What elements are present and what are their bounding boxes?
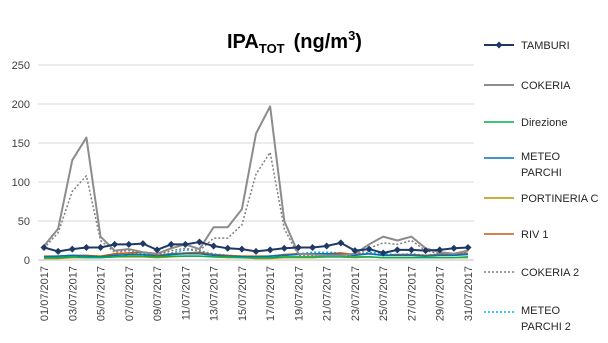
chart-title-subscript: TOT — [259, 41, 285, 56]
plot-area — [40, 105, 472, 260]
data-point — [125, 240, 133, 248]
data-point — [167, 240, 175, 248]
series-line-meteo-parchi — [43, 253, 469, 258]
data-point — [111, 240, 119, 248]
data-point — [181, 240, 189, 248]
data-point — [337, 239, 345, 247]
data-point — [224, 244, 232, 252]
x-tick-label: 13/07/2017 — [209, 266, 221, 321]
legend-label: COKERIA — [521, 80, 571, 92]
data-point — [97, 244, 105, 252]
legend-marker — [495, 41, 503, 49]
data-point — [407, 246, 415, 254]
data-point — [464, 244, 472, 252]
series-line-cokeria — [43, 105, 469, 257]
data-point — [195, 238, 203, 246]
data-point — [379, 249, 387, 257]
data-point — [422, 247, 430, 255]
data-point — [210, 242, 218, 250]
y-tick-label: 200 — [12, 99, 30, 111]
x-tick-label: 17/07/2017 — [265, 266, 277, 321]
data-point — [266, 246, 274, 254]
series-line-riv-1 — [44, 251, 469, 257]
data-point — [294, 244, 302, 252]
legend: TAMBURI COKERIA Direzione METEO PARCHI PORTIN… — [484, 40, 598, 333]
legend-label: METEO PARCHI — [521, 151, 562, 179]
x-tick-label: 09/07/2017 — [152, 266, 164, 321]
chart-title-unit-prefix: (ng/m — [294, 31, 348, 53]
legend-label: METEO PARCHI 2 — [521, 305, 571, 333]
data-point — [436, 246, 444, 254]
x-tick-label: 05/07/2017 — [96, 266, 108, 321]
y-tick-label: 50 — [18, 216, 30, 228]
data-point — [351, 247, 359, 255]
x-tick-label: 25/07/2017 — [378, 266, 390, 321]
y-tick-label: 250 — [12, 60, 30, 72]
data-point — [139, 240, 147, 248]
y-tick-label: 150 — [12, 138, 30, 150]
x-tick-label: 15/07/2017 — [237, 266, 249, 321]
x-tick-label: 07/07/2017 — [124, 266, 136, 321]
x-axis: 01/07/2017 03/07/2017 05/07/2017 07/07/2017… — [39, 266, 475, 321]
data-point — [40, 244, 48, 252]
data-point — [393, 246, 401, 254]
legend-label: Direzione — [521, 117, 567, 129]
x-tick-label: 29/07/2017 — [435, 266, 447, 321]
x-tick-label: 21/07/2017 — [322, 266, 334, 321]
y-tick-label: 100 — [12, 177, 30, 189]
x-tick-label: 11/07/2017 — [180, 266, 192, 320]
chart-title-main: IPA — [227, 31, 259, 53]
data-point — [68, 245, 76, 253]
legend-label: PORTINERIA C — [521, 193, 598, 205]
gridlines — [38, 64, 474, 222]
data-point — [280, 244, 288, 252]
x-tick-label: 31/07/2017 — [463, 266, 475, 321]
x-tick-label: 23/07/2017 — [350, 266, 362, 321]
x-tick-label: 27/07/2017 — [406, 266, 418, 321]
x-tick-label: 19/07/2017 — [293, 266, 305, 321]
data-point — [153, 246, 161, 254]
data-point — [54, 247, 62, 255]
data-point — [365, 245, 373, 253]
data-point — [82, 244, 90, 252]
series-line-cokeria-2 — [43, 151, 469, 257]
legend-label: TAMBURI — [521, 40, 570, 52]
legend-label: RIV 1 — [521, 229, 549, 241]
chart-title-unit-suffix: ) — [355, 31, 362, 53]
chart-title-unit-sup: 3 — [348, 28, 355, 43]
data-point — [309, 244, 317, 252]
data-point — [450, 244, 458, 252]
chart-title: IPATOT (ng/m3) — [227, 28, 362, 56]
data-point — [323, 242, 331, 250]
y-axis: 0 50 100 150 200 250 — [12, 60, 30, 267]
y-tick-label: 0 — [24, 255, 30, 267]
legend-label: COKERIA 2 — [521, 267, 579, 279]
x-tick-label: 03/07/2017 — [67, 266, 79, 321]
series-line-direzione — [44, 255, 469, 259]
x-tick-label: 01/07/2017 — [39, 266, 51, 321]
data-point — [252, 247, 260, 255]
data-point — [238, 245, 246, 253]
